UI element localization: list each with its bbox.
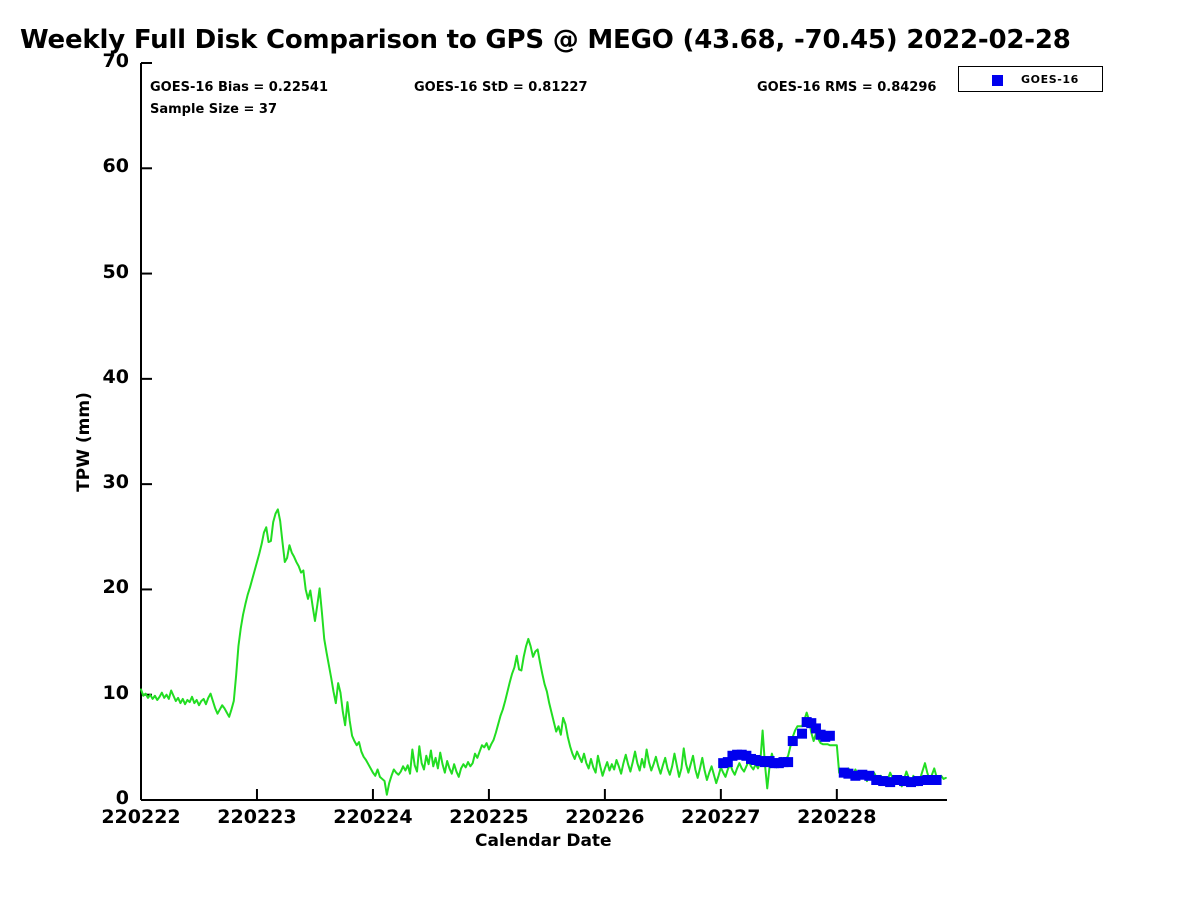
y-tick-label: 10 xyxy=(102,681,129,704)
stat-bias: GOES-16 Bias = 0.22541 xyxy=(150,80,329,95)
x-tick-label: 220226 xyxy=(565,806,645,828)
x-tick-label: 220225 xyxy=(449,806,529,828)
x-tick-label: 220228 xyxy=(797,806,877,828)
legend: GOES-16 xyxy=(958,66,1103,92)
y-tick-label: 30 xyxy=(102,471,129,494)
y-tick-label: 0 xyxy=(115,787,129,809)
stat-rms: GOES-16 RMS = 0.84296 xyxy=(757,80,937,95)
x-axis-title: Calendar Date xyxy=(475,831,612,851)
page-title: Weekly Full Disk Comparison to GPS @ MEG… xyxy=(20,25,1071,55)
x-tick-label: 220222 xyxy=(101,806,181,828)
y-tick-label: 50 xyxy=(102,260,129,283)
y-tick-label: 20 xyxy=(102,576,129,599)
y-tick-label: 60 xyxy=(102,155,129,178)
x-tick-label: 220224 xyxy=(333,806,413,828)
y-tick-label: 70 xyxy=(102,50,129,72)
x-tick-label: 220227 xyxy=(681,806,761,828)
legend-label-goes16: GOES-16 xyxy=(1021,73,1079,86)
stat-std: GOES-16 StD = 0.81227 xyxy=(414,80,588,95)
stat-sample-size: Sample Size = 37 xyxy=(150,102,278,117)
x-tick-label: 220223 xyxy=(217,806,297,828)
legend-marker-icon xyxy=(992,75,1003,86)
y-tick-label: 40 xyxy=(102,365,129,388)
